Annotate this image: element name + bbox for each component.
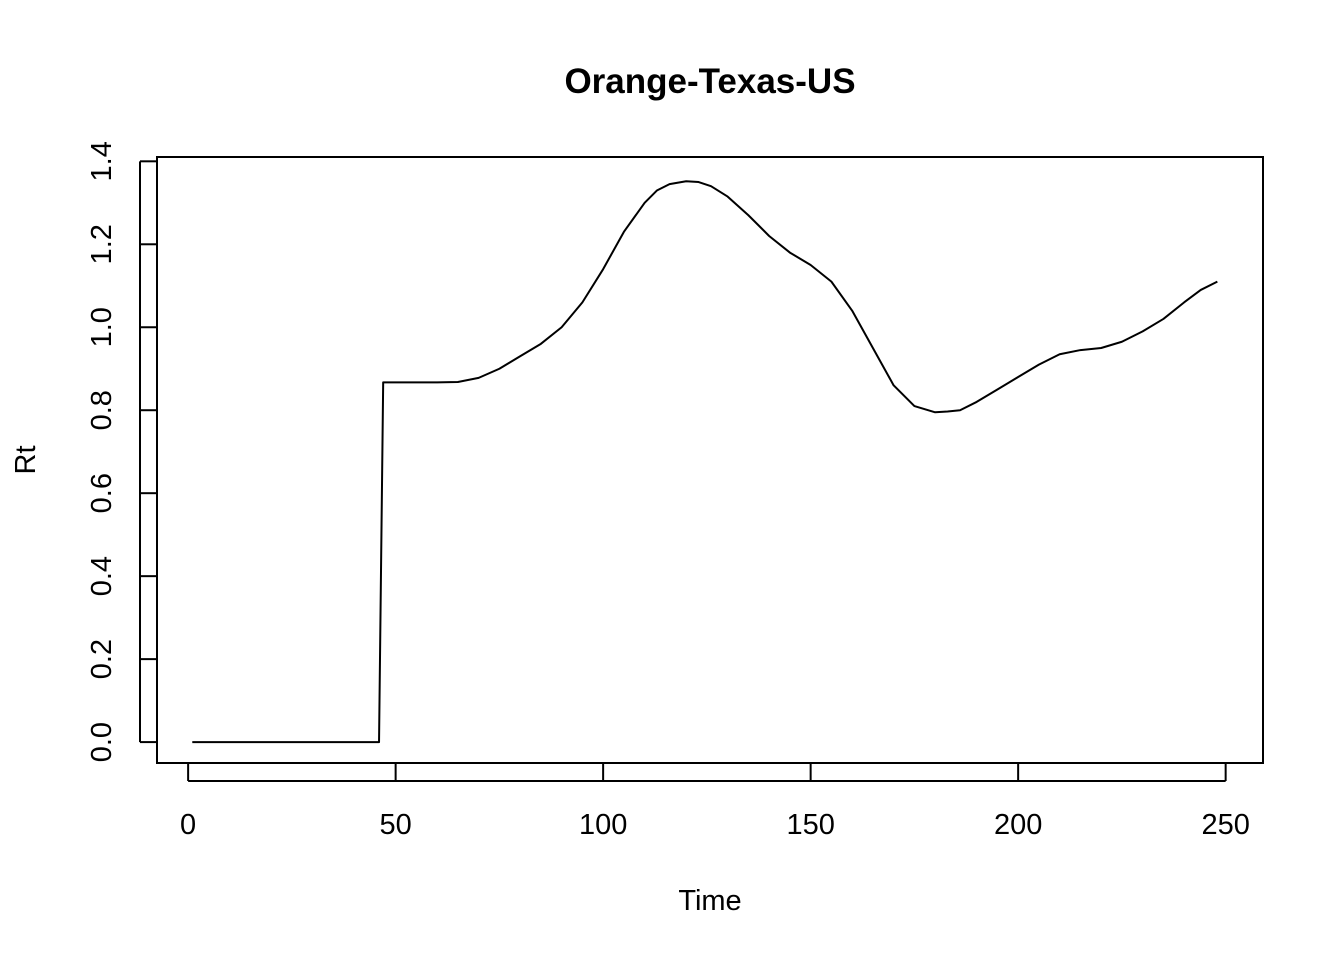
- y-tick-label: 1.2: [86, 224, 118, 264]
- plot-area: [192, 180, 1218, 744]
- y-tick-label: 0.8: [86, 390, 118, 430]
- plot-frame: [156, 156, 1264, 764]
- series-line: [192, 180, 1218, 744]
- y-tick-label: 0.4: [86, 556, 118, 596]
- y-axis: 0.0 0.2 0.4 0.6 0.8 1.0 1.2 1.4: [86, 141, 156, 762]
- y-tick-label: 1.4: [86, 141, 118, 181]
- x-tick-label: 0: [180, 809, 196, 841]
- x-tick-label: 200: [994, 809, 1042, 841]
- y-tick-label: 0.6: [86, 473, 118, 513]
- y-tick-label: 0.2: [86, 639, 118, 679]
- y-tick-label: 0.0: [86, 722, 118, 762]
- y-tick-label: 1.0: [86, 307, 118, 347]
- chart-title: Orange-Texas-US: [564, 62, 855, 101]
- x-tick-label: 100: [579, 809, 627, 841]
- x-tick-label: 250: [1201, 809, 1249, 841]
- y-axis-label: Rt: [10, 446, 42, 475]
- x-tick-label: 150: [786, 809, 834, 841]
- x-axis-label: Time: [678, 885, 741, 917]
- x-axis: 0 50 100 150 200 250: [180, 763, 1250, 841]
- x-tick-label: 50: [379, 809, 411, 841]
